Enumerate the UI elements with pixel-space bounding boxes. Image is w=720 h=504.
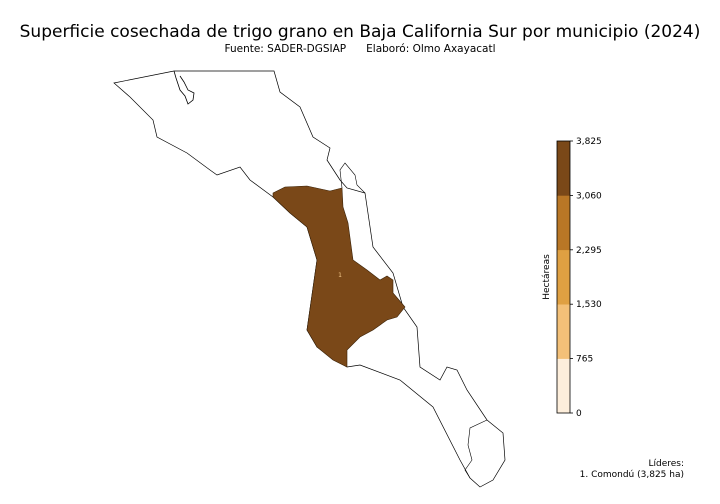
- leaders-heading: Líderes:: [648, 459, 684, 469]
- colorbar-band: [557, 249, 570, 305]
- colorbar-band: [557, 195, 570, 251]
- map-subtitle: Fuente: SADER-DGSIAP Elaboró: Olmo Axaya…: [0, 43, 720, 55]
- colorbar-band: [557, 141, 570, 196]
- colorbar-band: [557, 304, 570, 359]
- colorbar: 0 765 1,530 2,295 3,060 3,825: [556, 137, 602, 419]
- colorbar-band: [557, 358, 570, 414]
- colorbar-tick-label: 765: [576, 355, 593, 365]
- bay-outline: [173, 70, 195, 105]
- author-text: Elaboró: Olmo Axayacatl: [366, 43, 496, 55]
- colorbar-tick-label: 3,060: [576, 191, 602, 201]
- state-outline: [113, 70, 506, 488]
- leader-item: 1. Comondú (3,825 ha): [579, 470, 684, 480]
- colorbar-tick-label: 1,530: [576, 300, 602, 310]
- colorbar-tick-label: 2,295: [576, 246, 602, 256]
- municipality-los-cabos-boundary: [464, 419, 488, 479]
- colorbar-tick-label: 0: [576, 409, 582, 419]
- municipality-loreto-boundary: [339, 162, 366, 194]
- source-text: Fuente: SADER-DGSIAP: [224, 43, 347, 55]
- leaders-box: Líderes: 1. Comondú (3,825 ha): [580, 459, 684, 481]
- municipality-rank-label: 1: [338, 272, 342, 279]
- colorbar-label: Hectáreas: [542, 254, 552, 300]
- colorbar-tick-label: 3,825: [576, 137, 602, 147]
- map-title: Superficie cosechada de trigo grano en B…: [19, 22, 701, 42]
- colorbar-frame: [556, 140, 571, 414]
- municipality-comondu[interactable]: [272, 185, 406, 368]
